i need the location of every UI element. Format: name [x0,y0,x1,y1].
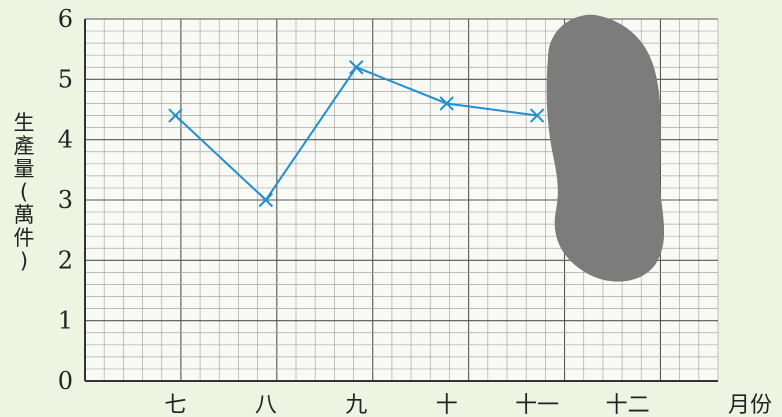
y-tick-label: 2 [58,246,73,274]
data-point-marker [439,96,454,111]
y-tick-label: 6 [58,5,73,33]
x-tick-label: 七 [164,393,186,417]
y-tick-label: 3 [58,186,73,214]
data-series [168,60,545,208]
y-tick-labels: 0 1 2 3 4 5 6 [58,5,73,395]
x-tick-labels: 七 八 九 十 十一 十二 [164,393,649,417]
marker-stroke [168,108,183,123]
data-point-marker [258,192,274,208]
axes [84,19,718,382]
y-tick-label: 0 [58,367,73,395]
x-tick-label: 十 [436,393,458,417]
x-tick-label: 十二 [606,393,650,417]
gridlines [84,18,719,382]
marker-stroke [349,60,364,75]
y-tick-label: 5 [58,65,73,93]
marker-stroke [439,96,454,111]
x-axis-label: 月份 [728,393,772,417]
ink-blot [546,14,665,282]
marker-stroke [258,192,274,208]
y-axis-label: 生產量(萬件) [14,111,35,273]
data-point-marker [168,108,183,123]
ink-blot-shape [546,14,665,282]
y-tick-label: 4 [58,126,73,154]
data-point-marker [349,60,364,75]
marker-stroke [529,108,545,123]
data-point-marker [529,108,545,123]
x-tick-label: 九 [345,393,367,417]
y-tick-label: 1 [58,307,73,335]
x-tick-label: 十一 [515,393,559,417]
x-tick-label: 八 [255,393,277,417]
